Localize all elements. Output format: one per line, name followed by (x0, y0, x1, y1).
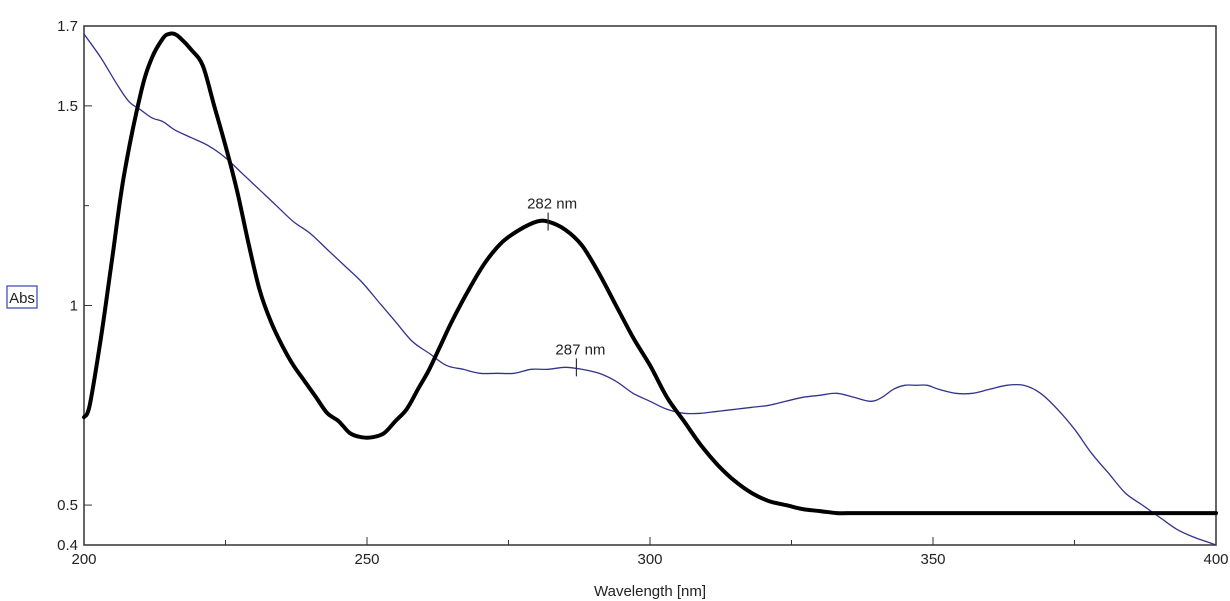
y-tick-label: 1.5 (57, 98, 78, 115)
x-axis-ticks: 200 250 300 350 400 (71, 537, 1229, 568)
x-tick-label: 200 (71, 551, 96, 568)
plot-frame (83, 25, 1217, 546)
y-tick-label: 0.5 (57, 497, 78, 514)
y-tick-label: 1 (70, 297, 78, 314)
x-tick-label: 250 (354, 551, 379, 568)
y-tick-label: 0.4 (57, 537, 78, 554)
y-axis-ticks: 0.4 0.5 1 1.5 1.7 (57, 18, 92, 554)
y-tick-label: 1.7 (57, 18, 78, 35)
y-axis-label: Abs (9, 290, 35, 307)
series-line-black (82, 31, 1218, 516)
x-tick-label: 300 (637, 551, 662, 568)
annotation-layer: 282 nm 287 nm (527, 196, 605, 377)
series-line-blue (83, 33, 1217, 546)
peak-label: 287 nm (555, 341, 605, 358)
y-axis-label-box (6, 285, 38, 309)
peak-label: 282 nm (527, 196, 577, 213)
series-layer (82, 31, 1218, 546)
x-tick-label: 350 (920, 551, 945, 568)
x-tick-label: 400 (1203, 551, 1228, 568)
x-axis-label: Wavelength [nm] (594, 583, 706, 600)
